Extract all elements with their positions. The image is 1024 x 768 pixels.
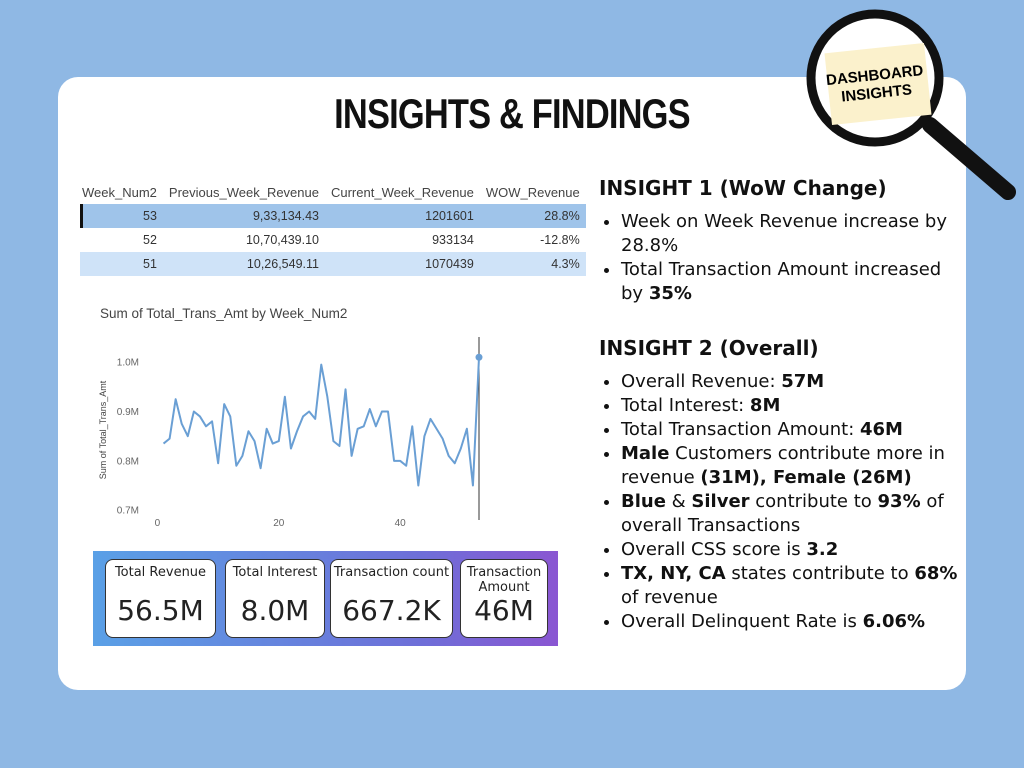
x-tick-label: 0: [155, 518, 161, 529]
table-row: 51 10,26,549.11 1070439 4.3%: [80, 252, 586, 276]
table-cell: 10,70,439.10: [245, 233, 319, 247]
text-run: 46M: [859, 419, 903, 440]
column-header: WOW_Revenue: [485, 184, 580, 200]
table-cell: 53: [143, 209, 157, 223]
text-run: of overall Transactions: [621, 491, 944, 536]
text-run: Blue: [621, 491, 666, 512]
text-run: Total Transaction Amount increased by: [621, 259, 942, 304]
text-run: 8M: [749, 395, 781, 416]
text-run: 93%: [877, 491, 921, 512]
text-run: contribute to: [749, 491, 878, 512]
bullet: Overall CSS score is 3.2: [621, 538, 964, 562]
bullet: Overall Revenue: 57M: [621, 370, 964, 394]
bullet-list: Overall Revenue: 57MTotal Interest: 8MTo…: [599, 370, 964, 634]
text-run: 57M: [781, 371, 825, 392]
kpi-value: 46M: [474, 594, 534, 627]
insight-heading: INSIGHT 2 (Overall): [599, 336, 819, 360]
y-tick-label: 0.9M: [117, 407, 139, 418]
y-tick-label: 1.0M: [117, 358, 139, 369]
text-run: Total Interest:: [621, 395, 750, 416]
text-run: of revenue: [621, 587, 718, 608]
chart-title: Sum of Total_Trans_Amt by Week_Num2: [100, 306, 347, 321]
table-row: 53 9,33,134.43 1201601 28.8%: [80, 204, 586, 228]
table-cell: 9,33,134.43: [252, 209, 319, 223]
insights: INSIGHT 1 (WoW Change) Week on Week Reven…: [599, 176, 964, 664]
text-run: TX, NY, CA: [621, 563, 726, 584]
bullet: TX, NY, CA states contribute to 68% of r…: [621, 562, 964, 610]
page-title: INSIGHTS & FINDINGS: [334, 90, 690, 137]
y-tick-label: 0.8M: [117, 456, 139, 467]
text-run: Overall Revenue:: [621, 371, 782, 392]
y-axis-title: Sum of Total_Trans_Amt: [98, 380, 108, 479]
table-cell: 4.3%: [551, 257, 580, 271]
text-run: Week on Week Revenue increase by 28.8%: [621, 211, 947, 256]
line-series: [162, 357, 480, 487]
text-run: states contribute to: [725, 563, 915, 584]
table-cell: 1070439: [425, 257, 474, 271]
x-tick-label: 40: [395, 518, 407, 529]
note: [824, 42, 932, 126]
text-run: Customers contribute more in revenue: [621, 443, 945, 488]
bullet: Blue & Silver contribute to 93% of overa…: [621, 490, 964, 538]
text-run: &: [665, 491, 692, 512]
table-cell: 10,26,549.11: [246, 257, 319, 271]
kpi-card: Total Interest 8.0M: [225, 559, 325, 638]
kpi-label: Total Revenue: [114, 565, 207, 580]
bullet: Total Interest: 8M: [621, 394, 964, 418]
text-run: Male: [621, 443, 670, 464]
kpi-label: Transaction count: [333, 565, 450, 580]
table-cell: 28.8%: [544, 209, 580, 223]
kpi-label: Total Interest: [232, 565, 318, 580]
kpi-card: Transaction count 667.2K: [330, 559, 453, 638]
text-run: (31M), Female (26M): [700, 467, 912, 488]
week-table: Week_Num2 Previous_Week_Revenue Current_We…: [80, 180, 586, 276]
table-cell: 52: [143, 233, 157, 247]
text-run: Overall CSS score is: [621, 539, 807, 560]
text-run: 3.2: [806, 539, 839, 560]
column-header: Week_Num2: [82, 184, 157, 200]
text-run: Overall Delinquent Rate is: [621, 611, 863, 632]
bullet: Overall Delinquent Rate is 6.06%: [621, 610, 964, 634]
table-header: Week_Num2 Previous_Week_Revenue Current_We…: [80, 180, 586, 204]
text-run: 6.06%: [862, 611, 926, 632]
bullet: Total Transaction Amount increased by 35…: [621, 258, 964, 306]
table-cell: -12.8%: [540, 233, 580, 247]
bullet-list: Week on Week Revenue increase by 28.8%To…: [599, 210, 964, 306]
kpi-strip: Total Revenue 56.5M Total Interest 8.0M Tran…: [93, 551, 558, 646]
bullet: Week on Week Revenue increase by 28.8%: [621, 210, 964, 258]
magnifier-handle: [922, 117, 1016, 200]
text-run: 68%: [914, 563, 958, 584]
table-cell: 1201601: [425, 209, 474, 223]
kpi-value: 56.5M: [117, 594, 204, 627]
kpi-card: Total Revenue 56.5M: [105, 559, 216, 638]
text-run: 35%: [648, 283, 692, 304]
kpi-label: Transaction Amount: [466, 565, 542, 595]
kpi-value: 8.0M: [240, 594, 310, 627]
insight-heading: INSIGHT 1 (WoW Change): [599, 176, 887, 200]
column-header: Previous_Week_Revenue: [168, 184, 319, 200]
text-run: Total Transaction Amount:: [621, 419, 860, 440]
table-cell: 51: [143, 257, 157, 271]
table-row: 52 10,70,439.10 933134 -12.8%: [80, 228, 586, 252]
table-cell: 933134: [432, 233, 474, 247]
column-header: Current_Week_Revenue: [330, 184, 474, 200]
selected-point: [475, 353, 483, 361]
kpi-card: Transaction Amount 46M: [460, 559, 548, 638]
y-tick-label: 0.7M: [117, 506, 139, 517]
kpi-value: 667.2K: [342, 594, 441, 627]
bullet: Total Transaction Amount: 46M: [621, 418, 964, 442]
text-run: Silver: [691, 491, 750, 512]
bullet: Male Customers contribute more in revenu…: [621, 442, 964, 490]
x-tick-label: 20: [273, 518, 285, 529]
